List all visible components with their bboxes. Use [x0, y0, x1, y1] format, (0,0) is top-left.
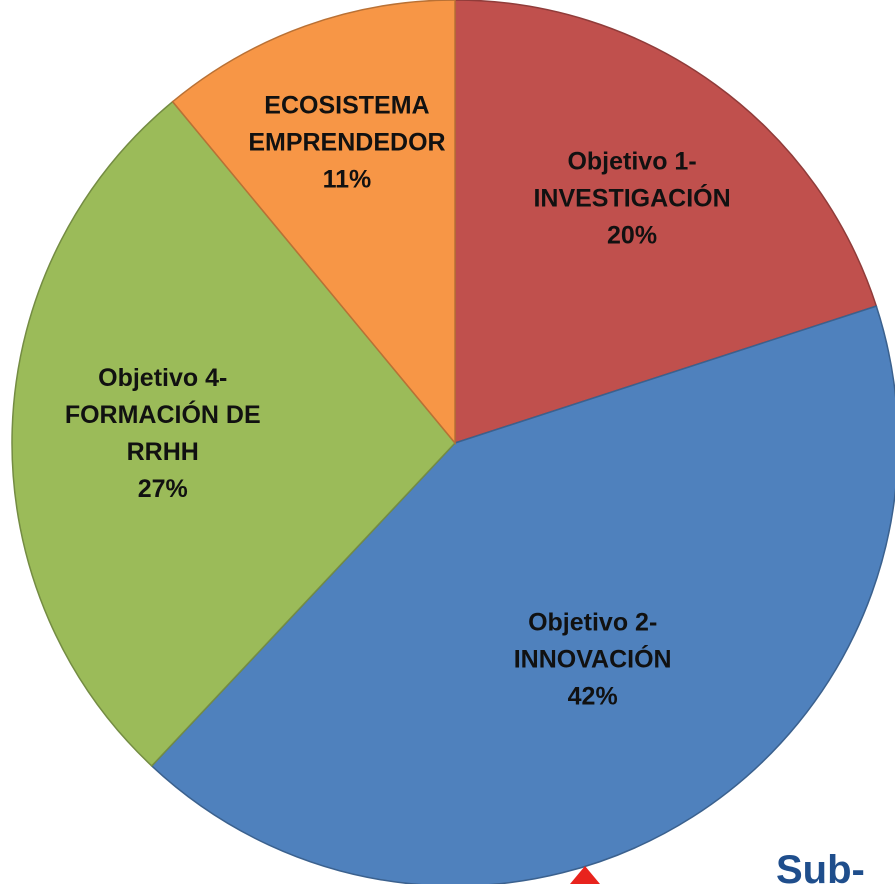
category-label: Objetivo 4- FORMACIÓN DE RRHH: [64, 363, 261, 466]
value-label: 27%: [137, 474, 188, 503]
pie-slice: [454, 0, 878, 445]
annotation: Sub-: [776, 848, 865, 892]
pie-slice: [150, 305, 895, 884]
pie-slice: [11, 100, 456, 767]
slice-label: Objetivo 4- FORMACIÓN DE RRHH 27%: [65, 360, 261, 508]
slice-label: Objetivo 1- INVESTIGACIÓN 20%: [533, 144, 730, 255]
category-label: ECOSISTEMA EMPRENDEDOR: [248, 91, 446, 157]
pie-slice: [171, 0, 456, 446]
value-label: 11%: [322, 165, 372, 194]
slice-label: ECOSISTEMA EMPRENDEDOR 11%: [248, 87, 445, 198]
category-label: Objetivo 1- INVESTIGACIÓN: [533, 147, 731, 213]
value-label: 20%: [607, 221, 658, 250]
arrow-decoration: [570, 866, 600, 884]
category-label: Objetivo 2- INNOVACIÓN: [513, 608, 672, 674]
slice-label: Objetivo 2- INNOVACIÓN 42%: [514, 604, 672, 715]
value-label: 42%: [567, 682, 618, 711]
